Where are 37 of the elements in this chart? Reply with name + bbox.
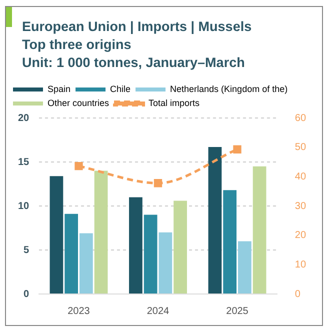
bar	[50, 176, 64, 294]
x-tick-label: 2025	[226, 306, 249, 317]
y2-tick-label: 50	[294, 142, 306, 154]
x-tick-label: 2024	[146, 306, 170, 317]
legend-label: Other countries	[48, 98, 110, 108]
bar	[208, 147, 222, 294]
y-tick-label: 5	[24, 244, 30, 256]
y2-tick-label: 20	[294, 230, 306, 242]
legend-label: Netherlands (Kingdom of the)	[170, 84, 288, 94]
bar	[158, 232, 172, 294]
chart-subtitle: Top three origins Unit: 1 000 tonnes, January–March	[22, 36, 246, 72]
y-tick-label: 0	[24, 288, 30, 300]
bar	[223, 190, 237, 294]
legend-label: Spain	[48, 84, 71, 94]
legend-label: Total imports	[148, 98, 200, 108]
bar	[129, 197, 142, 294]
y2-tick-label: 30	[294, 200, 306, 212]
point	[154, 179, 162, 188]
chart-title: European Union | Imports | Mussels	[22, 18, 252, 36]
x-tick-label: 2023	[68, 306, 90, 317]
bar	[144, 214, 158, 294]
y-tick-label: 10	[18, 200, 30, 212]
bar	[252, 166, 266, 294]
bar	[174, 200, 187, 294]
point	[74, 162, 83, 170]
y2-tick-label: 0	[294, 288, 301, 300]
point	[233, 145, 242, 154]
bar	[79, 233, 93, 294]
y-tick-label: 20	[18, 112, 30, 124]
y2-tick-label: 60	[294, 112, 306, 124]
bar	[64, 214, 78, 294]
bar	[94, 170, 108, 294]
bar	[238, 241, 252, 294]
y2-tick-label: 10	[294, 259, 306, 270]
y2-tick-label: 40	[294, 171, 306, 182]
y-tick-label: 15	[18, 156, 30, 168]
legend-label: Chile	[110, 84, 131, 94]
